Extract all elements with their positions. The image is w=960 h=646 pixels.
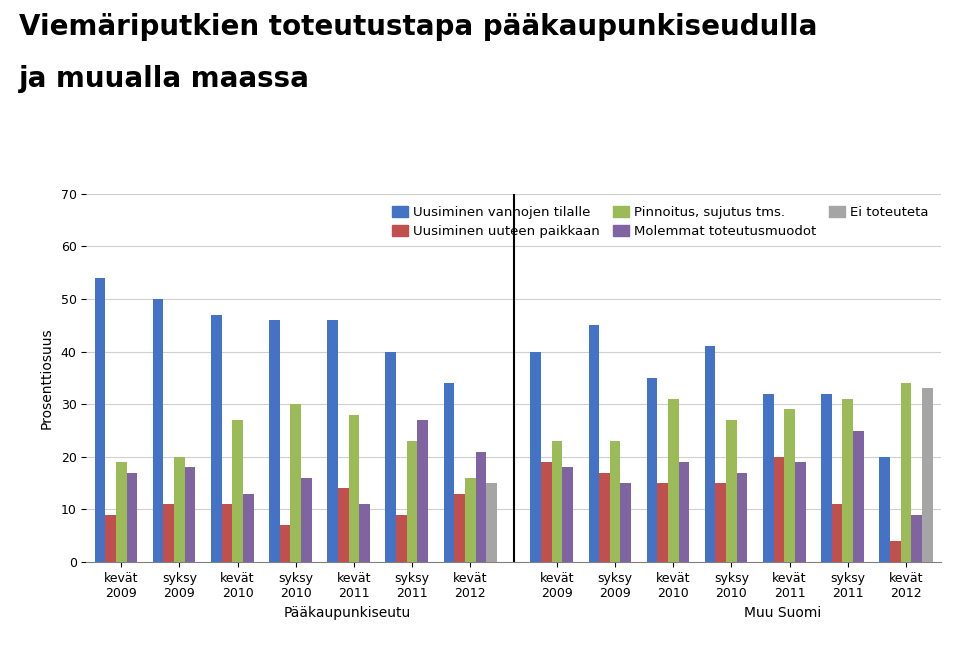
Bar (116, 462, 127, 562)
Bar (658, 483, 668, 562)
Bar (563, 467, 573, 562)
Bar (475, 452, 486, 562)
Bar (127, 473, 137, 562)
Bar (454, 494, 465, 562)
Text: ja muualla maassa: ja muualla maassa (19, 65, 310, 92)
Bar (610, 441, 620, 562)
Bar (900, 383, 911, 562)
Bar (444, 383, 454, 562)
Bar (407, 441, 418, 562)
Bar (184, 467, 196, 562)
Bar (269, 320, 279, 562)
Bar (541, 462, 552, 562)
Text: Muu Suomi: Muu Suomi (744, 606, 822, 620)
Bar (279, 525, 291, 562)
Bar (890, 541, 900, 562)
Bar (774, 457, 784, 562)
Bar (385, 351, 396, 562)
Bar (922, 388, 932, 562)
Bar (726, 420, 736, 562)
Bar (879, 457, 890, 562)
Bar (530, 351, 541, 562)
Bar (95, 278, 106, 562)
Text: Viemäriputkien toteutustapa pääkaupunkiseudulla: Viemäriputkien toteutustapa pääkaupunkis… (19, 13, 818, 41)
Bar (327, 320, 338, 562)
Bar (222, 504, 232, 562)
Bar (795, 462, 805, 562)
Legend: Uusiminen vanhojen tilalle, Uusiminen uuteen paikkaan, Pinnoitus, sujutus tms., : Uusiminen vanhojen tilalle, Uusiminen uu… (387, 200, 934, 244)
Bar (243, 494, 253, 562)
Bar (232, 420, 243, 562)
Bar (106, 515, 116, 562)
Y-axis label: Prosenttiosuus: Prosenttiosuus (39, 327, 54, 429)
Bar (338, 488, 348, 562)
Bar (348, 415, 359, 562)
Bar (301, 478, 312, 562)
Text: Pääkaupunkiseutu: Pääkaupunkiseutu (283, 606, 411, 620)
Bar (763, 393, 774, 562)
Bar (418, 420, 428, 562)
Bar (620, 483, 631, 562)
Bar (153, 299, 163, 562)
Bar (599, 473, 610, 562)
Bar (843, 399, 853, 562)
Bar (359, 504, 370, 562)
Bar (588, 326, 599, 562)
Bar (831, 504, 843, 562)
Bar (736, 473, 748, 562)
Bar (784, 410, 795, 562)
Bar (163, 504, 174, 562)
Bar (911, 515, 922, 562)
Bar (552, 441, 563, 562)
Bar (853, 430, 864, 562)
Bar (211, 315, 222, 562)
Bar (705, 346, 715, 562)
Bar (679, 462, 689, 562)
Bar (174, 457, 184, 562)
Bar (486, 483, 497, 562)
Bar (668, 399, 679, 562)
Bar (715, 483, 726, 562)
Bar (821, 393, 831, 562)
Bar (291, 404, 301, 562)
Bar (647, 378, 658, 562)
Bar (465, 478, 475, 562)
Bar (396, 515, 407, 562)
